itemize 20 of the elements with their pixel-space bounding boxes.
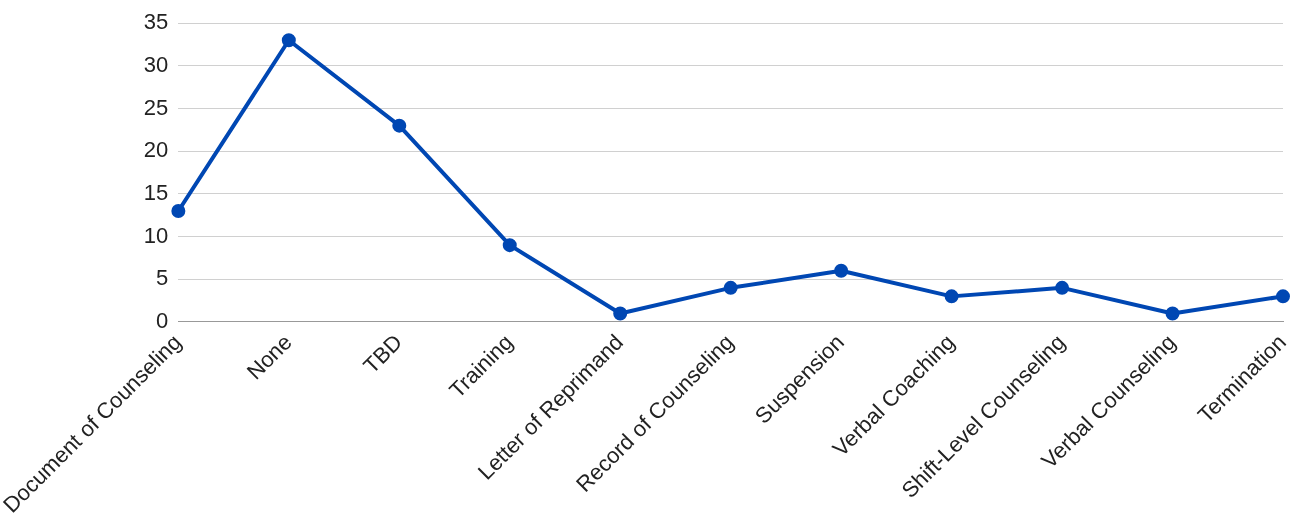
y-tick-label: 35: [143, 9, 169, 35]
point: [944, 289, 959, 304]
point: [723, 280, 738, 295]
y-tick-label: 0: [156, 308, 169, 334]
point: [281, 33, 296, 48]
point: [834, 263, 849, 278]
point: [171, 204, 186, 218]
y-tick-label: 5: [156, 265, 169, 291]
y-tick-label: 10: [143, 222, 169, 248]
point: [502, 238, 517, 253]
y-tick-label: 30: [143, 51, 169, 77]
point: [1055, 280, 1070, 295]
y-tick-label: 15: [143, 179, 169, 205]
y-tick-label: 25: [143, 94, 169, 120]
point: [392, 118, 407, 133]
point: [613, 306, 628, 321]
y-tick-label: 20: [143, 137, 169, 163]
x-tick-label: TBD: [358, 329, 408, 379]
point: [1165, 306, 1180, 321]
point: [1276, 289, 1290, 304]
